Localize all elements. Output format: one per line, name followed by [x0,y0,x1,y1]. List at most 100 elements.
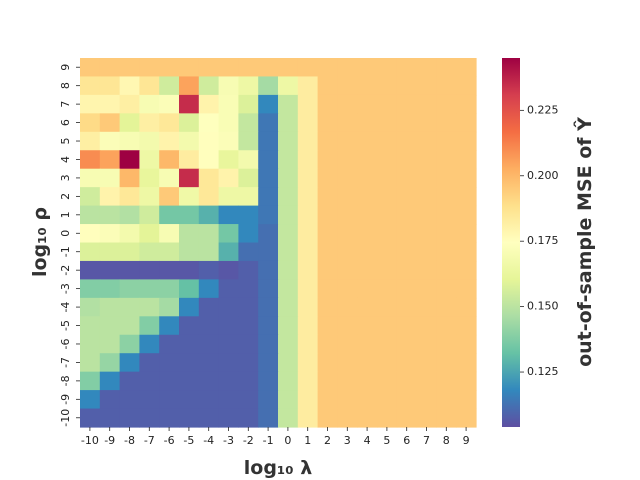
colorbar-tick-label: 0.200 [527,169,559,182]
heatmap-cell [238,131,259,151]
heatmap-cell [456,371,477,391]
heatmap-cell [139,260,160,280]
heatmap-cell [377,187,398,207]
heatmap-cell [337,242,358,262]
heatmap-cell [396,334,418,354]
heatmap-cell [80,94,101,114]
heatmap-cell [258,150,279,170]
heatmap-cell [159,76,180,96]
heatmap-cell [377,260,398,280]
heatmap-cell [436,260,457,280]
heatmap-cell [80,316,101,336]
heatmap-cell [278,205,299,225]
heatmap-cell [357,260,378,280]
heatmap-cell [238,408,259,428]
heatmap-cell [337,371,358,391]
heatmap-cell [218,94,239,114]
heatmap-cell [119,390,140,410]
heatmap-cell [317,353,338,373]
heatmap-cell [317,334,338,354]
heatmap-cell [297,224,319,244]
heatmap-cell [99,297,121,317]
heatmap-cell [99,334,121,354]
heatmap-cell [258,113,279,133]
heatmap-cell [238,353,259,373]
heatmap-cell [297,205,319,225]
heatmap-cell [278,187,299,207]
heatmap-cell [436,58,457,78]
heatmap-cell [99,353,121,373]
heatmap-cell [159,242,180,262]
heatmap-cell [297,408,319,428]
heatmap-cell [218,408,239,428]
heatmap-cell [139,76,160,96]
heatmap-cell [317,113,338,133]
heatmap-cell [278,113,299,133]
heatmap-cell [377,279,398,299]
heatmap-cells [80,58,477,428]
heatmap-cell [198,297,220,317]
heatmap-cell [436,297,457,317]
colorbar-label: out-of-sample MSE of Ŷ [572,117,596,367]
heatmap-cell [416,58,437,78]
heatmap-cell [357,242,378,262]
heatmap-cell [396,76,418,96]
heatmap-cell [317,94,338,114]
heatmap-cell [218,76,239,96]
heatmap-cell [218,205,239,225]
heatmap-cell [80,131,101,151]
x-tick-label: 8 [443,434,450,447]
heatmap-cell [416,168,437,188]
heatmap-cell [317,390,338,410]
heatmap-cell [159,58,180,78]
y-tick-label: -2 [59,265,72,276]
heatmap-cell [159,390,180,410]
heatmap-cell [99,76,121,96]
heatmap-cell [357,131,378,151]
heatmap-cell [396,260,418,280]
heatmap-cell [80,224,101,244]
heatmap-cell [119,76,140,96]
heatmap-cell [218,187,239,207]
heatmap-cell [278,408,299,428]
heatmap-cell [159,408,180,428]
heatmap-cell [456,297,477,317]
heatmap-cell [80,334,101,354]
heatmap-cell [99,187,121,207]
heatmap-cell [99,205,121,225]
heatmap-cell [337,408,358,428]
heatmap-cell [119,371,140,391]
y-tick-label: 9 [59,64,72,71]
heatmap-cell [396,390,418,410]
heatmap-cell [179,242,200,262]
heatmap-cell [179,260,200,280]
heatmap-cell [198,131,220,151]
heatmap-cell [119,242,140,262]
heatmap-cell [436,224,457,244]
heatmap-cell [218,58,239,78]
heatmap-cell [456,168,477,188]
heatmap-cell [436,279,457,299]
colorbar [502,58,520,427]
heatmap-cell [278,58,299,78]
heatmap-cell [139,279,160,299]
heatmap-cell [377,408,398,428]
y-tick-label: -3 [59,283,72,294]
heatmap-cell [258,334,279,354]
heatmap-cell [119,150,140,170]
heatmap-cell [377,297,398,317]
heatmap-cell [258,260,279,280]
x-tick-label: -10 [81,434,99,447]
heatmap-cell [99,316,121,336]
heatmap-cell [258,131,279,151]
heatmap-cell [179,58,200,78]
heatmap-cell [258,76,279,96]
heatmap-cell [278,131,299,151]
heatmap-cell [119,279,140,299]
heatmap-cell [80,390,101,410]
heatmap-cell [456,76,477,96]
heatmap-cell [396,224,418,244]
heatmap-cell [139,187,160,207]
heatmap-cell [357,316,378,336]
